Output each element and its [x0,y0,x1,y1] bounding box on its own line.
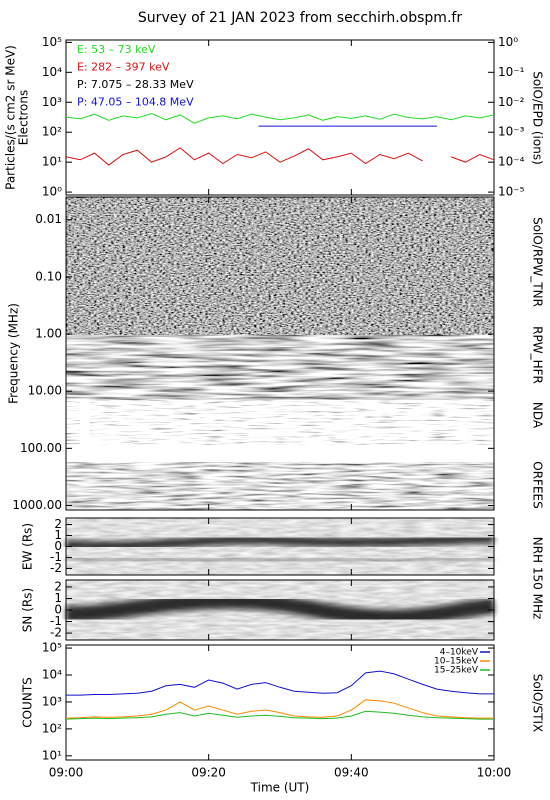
y-tick-label: 1 [54,591,62,605]
y2-tick-label: 10⁻³ [498,125,525,139]
series-line [65,113,495,124]
y-tick-label: 10.00 [28,384,62,398]
band-label: SolO/RPW_TNR [531,217,545,307]
y-tick-label: 100.00 [20,441,62,455]
y-tick-label: 10² [42,125,62,139]
series-line [451,153,495,163]
side-label: NRH 150 MHz [531,537,545,620]
source-track [65,534,495,551]
spectrogram-image [66,335,494,400]
band-label: ORFEES [531,461,545,508]
side-label: SolO/STIX [531,674,545,733]
y-tick-label: 10³ [42,694,62,708]
y-axis-label: Frequency (MHz) [7,303,21,404]
spectrogram-image [66,400,494,445]
y-tick-label: -1 [50,550,62,564]
y-tick-label: 10³ [42,95,62,109]
y-tick-label: 10⁴ [42,668,62,682]
y-tick-label: -2 [50,561,62,575]
y-tick-label: 10⁵ [42,35,62,49]
y-tick-label: 0 [54,603,62,617]
y-axis-label: EW (Rs) [21,523,35,570]
y-axis-label: SN (Rs) [21,588,35,632]
figure-title: Survey of 21 JAN 2023 from secchirh.obsp… [138,10,462,26]
data-gap [80,402,90,445]
series-line [66,670,494,696]
series-line [65,147,423,166]
spectrogram-image [66,197,494,335]
x-tick-label: 09:00 [49,766,84,780]
y-tick-label: 10¹ [42,748,62,762]
y-tick-label: 1000.00 [12,498,62,512]
series-line [65,710,494,720]
legend-label: 15–25keV [434,666,479,676]
y2-tick-label: 10⁻⁴ [498,155,525,169]
y-axis-label: COUNTS [21,677,35,728]
y-tick-label: 2 [54,517,62,531]
y-axis-label: Electrons [17,90,31,145]
spectrogram-image [66,462,494,510]
panel-frame [65,644,495,761]
legend-label: P: 47.05 – 104.8 MeV [77,96,194,109]
y-tick-label: -2 [50,626,62,640]
y-tick-label: 10⁴ [42,65,62,79]
x-axis-label: Time (UT) [250,781,310,795]
y-tick-label: 10¹ [42,155,62,169]
y-tick-label: 2 [54,579,62,593]
band-label: NDA [531,402,545,429]
y-tick-label: 0 [54,539,62,553]
y-tick-label: 0.10 [35,269,62,283]
y-tick-label: 0.01 [35,212,62,226]
y2-tick-label: 10⁻¹ [498,65,525,79]
y2-tick-label: 10⁻² [498,95,525,109]
y-tick-label: 10⁵ [42,641,62,655]
legend-label: P: 7.075 – 28.33 MeV [77,78,194,91]
source-track [65,592,495,626]
y2-tick-label: 10⁰ [498,35,518,49]
legend-label: E: 53 – 73 keV [77,43,156,56]
band-label: RPW_HFR [531,326,545,384]
panel-frame [65,196,495,511]
y-tick-label: 1.00 [35,327,62,341]
y-tick-label: 10² [42,721,62,735]
x-tick-label: 09:20 [191,766,226,780]
x-tick-label: 09:40 [334,766,369,780]
y-tick-label: 1 [54,528,62,542]
y-tick-label: -1 [50,614,62,628]
legend-label: E: 282 – 397 keV [77,61,170,74]
y-axis-label: Particles/(s cm2 sr MeV) [4,45,18,190]
series-line [65,699,494,719]
side-label: SolO/EPD (ions) [531,71,545,165]
legend-label: 10–15keV [434,657,479,667]
legend-label: 4–10keV [440,648,479,658]
y-tick-label: 10⁰ [42,185,62,199]
x-tick-label: 10:00 [477,766,512,780]
y2-tick-label: 10⁻⁵ [498,185,525,199]
data-gap [66,445,494,462]
source-track [65,556,495,564]
